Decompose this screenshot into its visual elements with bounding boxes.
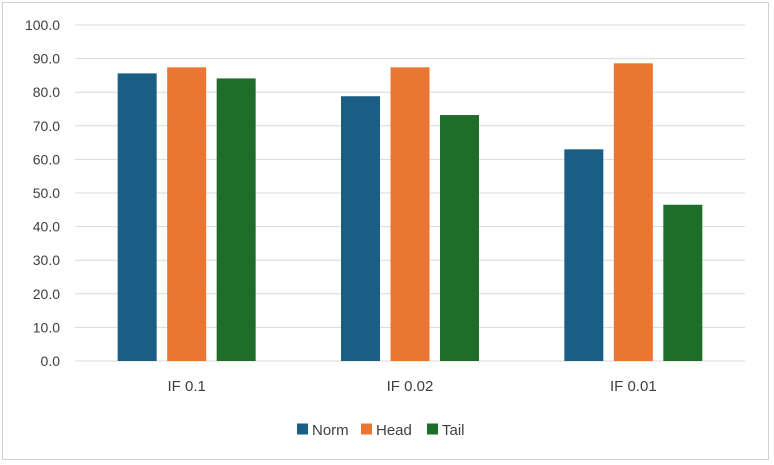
bar-head-1 — [390, 67, 430, 361]
legend-swatch — [297, 423, 308, 435]
y-tick-label: 10.0 — [33, 319, 60, 335]
y-tick-label: 80.0 — [33, 84, 60, 100]
x-tick-label: IF 0.02 — [387, 378, 434, 395]
x-tick-label: IF 0.1 — [167, 378, 205, 395]
legend-swatch — [361, 423, 372, 435]
legend-item-tail: Tail — [427, 422, 465, 439]
bar-norm-1 — [341, 96, 380, 362]
bar-tail-1 — [440, 115, 479, 361]
y-tick-label: 70.0 — [33, 118, 60, 134]
x-tick-label: IF 0.01 — [610, 378, 657, 395]
legend-label: Tail — [442, 422, 465, 439]
bars — [117, 63, 703, 362]
bar-tail-2 — [663, 204, 703, 361]
legend-item-norm: Norm — [297, 422, 349, 439]
bar-norm-0 — [117, 73, 157, 361]
y-tick-label: 20.0 — [33, 286, 60, 302]
x-axis-tick-labels: IF 0.1 IF 0.02 IF 0.01 — [167, 378, 656, 395]
bar-norm-2 — [564, 149, 604, 361]
legend-item-head: Head — [361, 422, 412, 439]
y-axis-tick-labels: 0.0 10.0 20.0 30.0 40.0 50.0 60.0 70.0 80.0 90.0 1… — [25, 17, 60, 369]
legend: Norm Head Tail — [297, 422, 465, 439]
bar-tail-0 — [216, 78, 256, 361]
legend-label: Head — [376, 422, 412, 439]
bar-head-0 — [167, 67, 207, 361]
legend-label: Norm — [312, 422, 349, 439]
y-tick-label: 90.0 — [33, 51, 60, 67]
y-tick-label: 40.0 — [33, 219, 60, 235]
y-tick-label: 30.0 — [33, 252, 60, 268]
bar-head-2 — [613, 63, 653, 361]
legend-swatch — [427, 423, 438, 435]
y-tick-label: 100.0 — [25, 17, 60, 33]
y-tick-label: 50.0 — [33, 185, 60, 201]
y-tick-label: 0.0 — [41, 353, 61, 369]
y-tick-label: 60.0 — [33, 151, 60, 167]
